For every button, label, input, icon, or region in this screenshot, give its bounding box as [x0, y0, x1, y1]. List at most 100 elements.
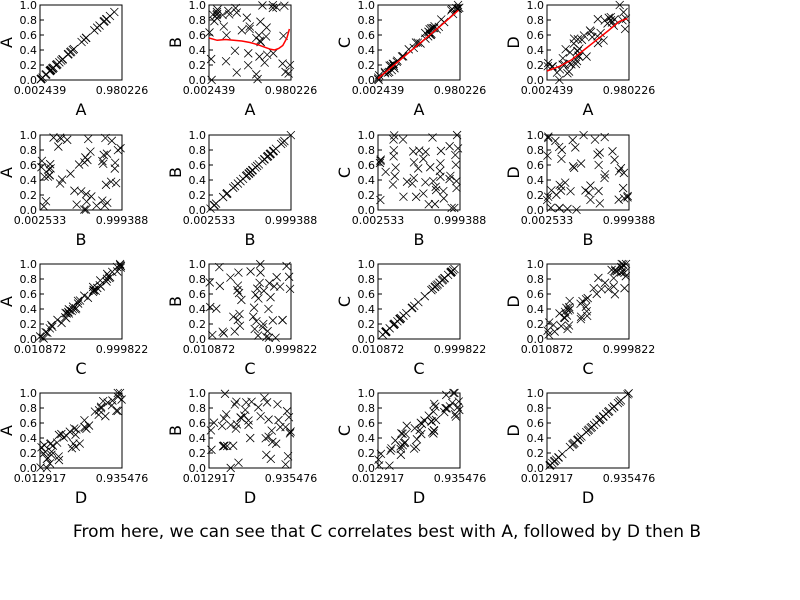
y-tick-label: 0.0: [189, 462, 207, 475]
scatter-point: [253, 331, 263, 340]
scatter-point: [568, 162, 578, 171]
scatter-point: [420, 416, 429, 425]
y-tick-label: 0.8: [20, 273, 38, 286]
y-tick-label: 0.0: [527, 204, 545, 217]
y-tick-label: 0.0: [527, 462, 545, 475]
scatter-point: [593, 150, 602, 159]
scatter-point: [453, 144, 463, 153]
scatter-point: [557, 154, 566, 164]
x-tick-label: 0.002439: [14, 84, 67, 97]
y-tick-label: 0.8: [527, 14, 545, 27]
scatter-point: [593, 31, 602, 41]
scatter-point: [99, 17, 109, 27]
scatter-point: [452, 3, 461, 13]
scatter-point: [230, 181, 240, 191]
scatter-point: [57, 175, 67, 184]
scatter-point: [439, 194, 449, 203]
scatter-point: [569, 34, 579, 43]
scatter-point: [544, 133, 553, 143]
scatter-point: [230, 327, 240, 336]
scatter-point: [620, 283, 629, 293]
scatter-point: [610, 265, 620, 275]
scatter-point: [113, 406, 122, 416]
scatter-point: [259, 319, 268, 329]
scatter-point: [262, 23, 271, 32]
scatter-point: [265, 279, 274, 288]
scatter-point: [579, 31, 589, 40]
scatter-point: [250, 324, 259, 334]
scatter-point: [36, 463, 45, 472]
y-tick-label: 0.6: [527, 288, 545, 301]
scatter-point: [453, 4, 463, 14]
scatter-point: [73, 296, 83, 306]
y-axis-label: D: [504, 36, 523, 48]
scatter-point: [554, 453, 563, 462]
scatter-point: [262, 398, 272, 407]
y-tick-label: 0.4: [20, 174, 38, 187]
y-tick-label: 1.0: [189, 387, 207, 400]
scatter-point: [245, 433, 255, 443]
y-tick-label: 0.6: [189, 159, 207, 172]
x-tick-label: 0.002533: [183, 214, 236, 227]
y-axis-label: D: [504, 424, 523, 436]
scatter-point: [441, 390, 451, 400]
scatter-point: [219, 414, 229, 423]
scatter-point: [438, 275, 448, 284]
scatter-point: [281, 67, 290, 77]
y-axis-label: A: [0, 167, 16, 178]
scatter-point: [110, 164, 120, 173]
scatter-point: [274, 415, 283, 425]
scatter-point: [49, 133, 58, 142]
scatter-point: [280, 136, 289, 146]
scatter-point: [571, 143, 580, 152]
scatter-point: [555, 180, 565, 190]
scatter-point: [218, 10, 227, 20]
x-axis-label: A: [76, 100, 87, 119]
scatter-point: [39, 202, 49, 211]
scatter-point: [286, 427, 295, 436]
scatter-point: [75, 439, 84, 448]
scatter-point: [259, 286, 269, 296]
y-tick-label: 0.8: [189, 273, 207, 286]
y-tick-label: 0.2: [527, 189, 545, 202]
scatter-point: [82, 197, 91, 206]
scatter-point: [387, 444, 396, 453]
x-tick-label: 0.010872: [352, 343, 405, 356]
scatter-point: [402, 177, 412, 186]
scatter-point: [544, 330, 553, 339]
scatter-point: [556, 321, 566, 331]
scatter-point: [224, 6, 233, 16]
scatter-point: [226, 273, 235, 282]
scatter-point: [396, 444, 405, 454]
scatter-point: [451, 412, 461, 421]
scatter-point: [117, 395, 126, 404]
scatter-point: [285, 284, 295, 294]
scatter-point: [281, 460, 290, 469]
scatter-point: [47, 320, 56, 330]
y-tick-label: 1.0: [189, 258, 207, 271]
scatter-point: [62, 431, 71, 441]
scatter-point: [98, 156, 107, 166]
scatter-point: [280, 1, 289, 11]
scatter-point: [264, 304, 273, 314]
scatter-point: [578, 296, 587, 306]
scatter-point: [64, 304, 74, 314]
y-axis-label: D: [504, 295, 523, 307]
scatter-point: [613, 398, 623, 408]
scatter-point: [37, 162, 46, 172]
scatter-point: [116, 143, 125, 153]
y-tick-label: 0.8: [189, 144, 207, 157]
x-tick-label: 0.980226: [603, 84, 656, 97]
scatter-point: [205, 278, 215, 287]
scatter-point: [55, 179, 65, 188]
scatter-point: [79, 291, 89, 300]
panel-A-vs-B: 0.0 0.2 0.4 0.6 0.8 1.0 0.002533 0.999388 B A: [0, 129, 148, 249]
scatter-point: [96, 402, 106, 412]
scatter-point: [620, 24, 630, 34]
y-axis-label: A: [0, 37, 16, 48]
scatter-point: [98, 159, 108, 169]
scatter-point: [429, 407, 438, 416]
scatter-point: [425, 162, 435, 172]
scatter-point: [564, 321, 574, 330]
x-axis-label: D: [413, 488, 425, 507]
